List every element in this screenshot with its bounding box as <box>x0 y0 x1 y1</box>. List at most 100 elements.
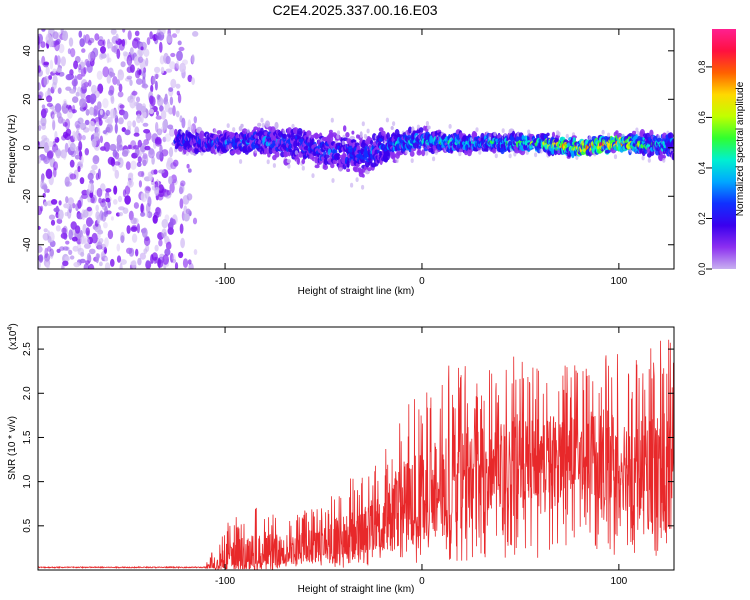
noise-blob <box>103 211 109 218</box>
noise-blob <box>132 120 137 128</box>
noise-blob <box>120 235 125 244</box>
colorbar-tick-label: 0.4 <box>697 162 707 175</box>
snr-y-tick-label: 1.5 <box>22 430 33 444</box>
spectrogram-y-tick-label: 0 <box>22 145 33 151</box>
noise-blob <box>130 217 137 225</box>
noise-blob <box>124 129 131 136</box>
noise-blob <box>143 236 151 246</box>
noise-blob <box>79 122 87 131</box>
noise-blob <box>176 60 179 69</box>
noise-blob <box>136 78 143 85</box>
noise-blob <box>98 119 103 126</box>
noise-blob <box>62 99 68 108</box>
noise-blob <box>43 201 48 207</box>
signal-fringe <box>494 153 498 159</box>
noise-blob <box>43 228 48 233</box>
signal-blob <box>274 151 280 158</box>
noise-blob <box>38 245 43 253</box>
noise-blob <box>120 61 126 68</box>
noise-blob <box>42 193 46 198</box>
noise-blob <box>129 98 136 109</box>
noise-blob <box>52 68 57 74</box>
signal-fringe <box>565 133 569 139</box>
signal-fringe <box>534 152 538 158</box>
noise-blob <box>138 180 142 188</box>
noise-blob <box>155 206 161 216</box>
noise-blob <box>167 124 174 130</box>
signal-fringe <box>647 158 651 163</box>
signal-blob <box>349 136 355 140</box>
noise-blob <box>53 40 60 46</box>
noise-blob <box>118 83 123 93</box>
signal-blob <box>345 132 350 138</box>
noise-blob <box>140 203 144 214</box>
noise-blob <box>136 161 142 167</box>
noise-blob <box>145 260 152 269</box>
noise-blob <box>72 96 79 103</box>
noise-blob <box>156 128 163 136</box>
noise-blob <box>97 229 104 235</box>
noise-blob <box>161 149 169 157</box>
signal-fringe <box>226 123 230 128</box>
signal-fringe <box>260 117 264 123</box>
noise-blob <box>45 66 50 75</box>
signal-fringe <box>501 128 505 134</box>
noise-blob <box>88 263 95 269</box>
noise-blob <box>130 140 137 150</box>
noise-blob <box>126 120 132 128</box>
noise-blob <box>84 148 90 156</box>
noise-blob <box>45 168 53 179</box>
noise-blob <box>177 93 182 104</box>
noise-blob <box>145 131 152 141</box>
noise-blob <box>78 67 82 73</box>
noise-blob <box>38 120 42 126</box>
signal-blob <box>257 122 262 127</box>
signal-fringe <box>432 156 436 162</box>
noise-blob <box>74 154 80 160</box>
noise-blob <box>183 212 190 222</box>
noise-blob <box>180 180 186 187</box>
spectrogram-frame <box>37 28 675 270</box>
signal-fringe <box>331 178 335 183</box>
noise-blob <box>54 136 60 143</box>
signal-blob <box>346 168 351 172</box>
noise-blob <box>60 232 68 239</box>
noise-blob <box>135 110 142 117</box>
noise-blob <box>167 107 172 115</box>
noise-blob <box>130 160 137 170</box>
noise-blob <box>88 219 94 225</box>
noise-blob <box>74 75 78 86</box>
noise-blob <box>130 226 138 232</box>
noise-blob <box>77 199 82 209</box>
signal-fringe <box>366 128 370 134</box>
noise-blob <box>187 74 193 83</box>
noise-blob <box>79 177 85 185</box>
signal-blob <box>421 149 426 157</box>
noise-blob <box>137 171 145 177</box>
noise-blob <box>164 133 172 142</box>
noise-blob <box>152 214 158 224</box>
noise-blob <box>116 79 121 86</box>
noise-blob <box>151 252 158 261</box>
noise-blob <box>49 59 54 70</box>
noise-blob <box>140 114 144 124</box>
colorbar: 0.0 0.2 0.4 0.6 0.8 Normalized spectral ampl… <box>697 29 746 275</box>
noise-blob <box>61 135 67 141</box>
noise-blob <box>83 243 91 249</box>
noise-blob <box>123 110 129 120</box>
noise-blob <box>142 111 147 119</box>
noise-blob <box>40 116 47 127</box>
noise-blob <box>40 41 46 48</box>
noise-blob <box>191 77 196 85</box>
noise-blob <box>107 229 114 240</box>
signal-fringe <box>338 167 343 172</box>
signal-fringe <box>641 155 645 161</box>
signal-blob <box>288 151 291 157</box>
noise-blob <box>53 167 57 178</box>
noise-blob <box>68 37 74 47</box>
noise-blob <box>61 118 66 125</box>
noise-blob <box>80 79 88 90</box>
noise-blob <box>117 69 125 81</box>
noise-blob <box>99 210 104 221</box>
noise-blob <box>117 157 122 163</box>
